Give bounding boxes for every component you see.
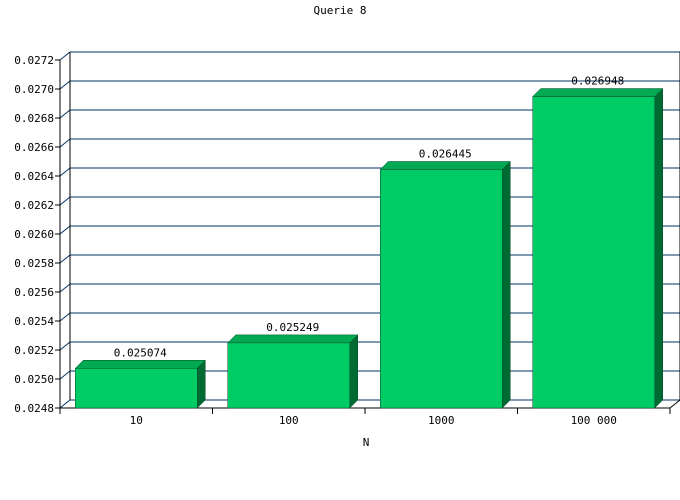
gridline-depth — [59, 312, 71, 322]
bar-value-label: 0.025074 — [114, 346, 167, 359]
y-tick-label: 0.0250 — [14, 373, 54, 386]
bar-side — [349, 334, 358, 409]
y-tick-label: 0.0268 — [14, 112, 54, 125]
floor-right-edge — [669, 399, 680, 409]
y-tick-label: 0.0262 — [14, 199, 54, 212]
bar-side — [502, 160, 511, 409]
bar-side — [197, 359, 206, 409]
y-tick-label: 0.0272 — [14, 54, 54, 67]
gridline-depth — [59, 370, 71, 380]
bars-layer — [74, 87, 664, 409]
bar-value-label: 0.026948 — [571, 75, 624, 88]
gridline-depth — [59, 196, 71, 206]
bar-front — [380, 169, 503, 409]
y-tick-label: 0.0266 — [14, 141, 54, 154]
bar-side — [654, 87, 663, 409]
bar-front — [227, 342, 350, 409]
bar-top — [379, 161, 511, 170]
y-tick-label: 0.0264 — [14, 170, 54, 183]
x-tick-label: 10 — [130, 414, 143, 427]
bar — [532, 87, 664, 409]
bar-top — [227, 334, 359, 344]
gridline-depth — [59, 399, 71, 409]
gridline-depth — [59, 225, 71, 235]
bar-top — [74, 360, 206, 369]
x-tick-label: 100 — [279, 414, 299, 427]
gridline-depth — [59, 138, 71, 148]
bar — [227, 334, 359, 409]
bar-front — [532, 96, 655, 409]
bar-value-label: 0.025249 — [266, 321, 319, 334]
bar-top — [532, 88, 664, 97]
x-tick-label: 100 000 — [571, 414, 617, 427]
y-tick-label: 0.0252 — [14, 344, 54, 357]
y-tick-label: 0.0270 — [14, 83, 54, 96]
bar-front — [75, 368, 198, 409]
x-axis-title: N — [363, 436, 370, 449]
y-tick-label: 0.0254 — [14, 315, 54, 328]
y-tick-label: 0.0256 — [14, 286, 54, 299]
x-tick-label: 1000 — [428, 414, 455, 427]
bar — [379, 160, 511, 409]
y-tick-label: 0.0260 — [14, 228, 54, 241]
bar — [74, 359, 206, 409]
y-tick-label: 0.0248 — [14, 402, 54, 415]
gridline-depth — [59, 109, 71, 119]
gridline-depth — [59, 51, 71, 61]
labels-layer: 0.0248 0.0250 0.0252 0.0254 0.0256 0.0258 0.02… — [14, 54, 624, 427]
gridline-depth — [59, 167, 71, 177]
gridline-depth — [59, 341, 71, 351]
gridline-depth — [59, 254, 71, 264]
chart-title: Querie 8 — [314, 4, 367, 17]
y-tick-label: 0.0258 — [14, 257, 54, 270]
gridline-depth — [59, 283, 71, 293]
bar-value-label: 0.026445 — [419, 147, 472, 160]
gridline-depth — [59, 80, 71, 90]
